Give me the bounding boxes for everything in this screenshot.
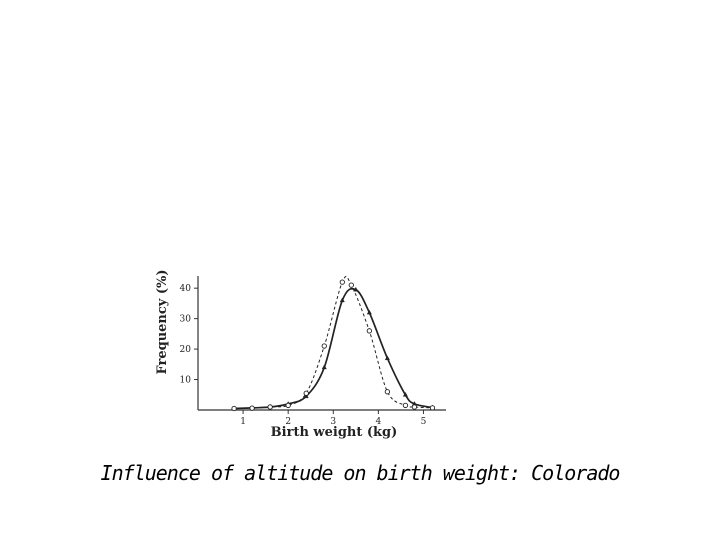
data-point-circle (384, 389, 391, 395)
data-point-triangle (402, 391, 408, 397)
y-tick-label: 20 (180, 345, 192, 355)
data-point-circle (267, 404, 273, 410)
x-ticks: 1 2 3 4 5 (240, 410, 427, 427)
data-point-circle (402, 402, 409, 409)
data-point-circle (249, 405, 255, 411)
x-tick-label: 4 (375, 417, 381, 427)
series-group (231, 275, 436, 412)
birth-weight-chart: 10 20 30 40 1 2 3 4 5 Frequency (%) Birth weigh… (155, 269, 446, 440)
data-point-circle (231, 405, 237, 412)
data-point-triangle (321, 364, 327, 370)
slide-caption: Influence of altitude on birth weight: C… (100, 461, 621, 485)
y-axis-label: Frequency (%) (155, 269, 170, 374)
y-tick-label: 40 (180, 284, 192, 294)
data-point-circle (348, 282, 354, 288)
data-point-circle (303, 390, 309, 396)
data-point-circle (429, 405, 436, 411)
y-tick-label: 30 (180, 315, 192, 325)
x-tick-label: 3 (330, 417, 336, 427)
data-point-circle (285, 402, 291, 409)
x-tick-label: 1 (240, 417, 246, 427)
y-ticks: 10 20 30 40 (180, 284, 198, 386)
data-point-triangle (384, 355, 390, 361)
data-point-triangle (366, 309, 372, 315)
data-point-circle (321, 343, 327, 349)
data-point-circle (411, 404, 418, 410)
x-tick-label: 2 (285, 417, 291, 427)
x-axis-label: Birth weight (kg) (271, 425, 398, 440)
y-tick-label: 10 (180, 376, 192, 386)
data-point-triangle (339, 297, 345, 303)
data-point-circle (339, 279, 345, 285)
series-line-solid (234, 287, 433, 410)
data-point-triangle (353, 286, 359, 292)
x-tick-label: 5 (421, 417, 427, 427)
data-point-circle (366, 328, 372, 334)
